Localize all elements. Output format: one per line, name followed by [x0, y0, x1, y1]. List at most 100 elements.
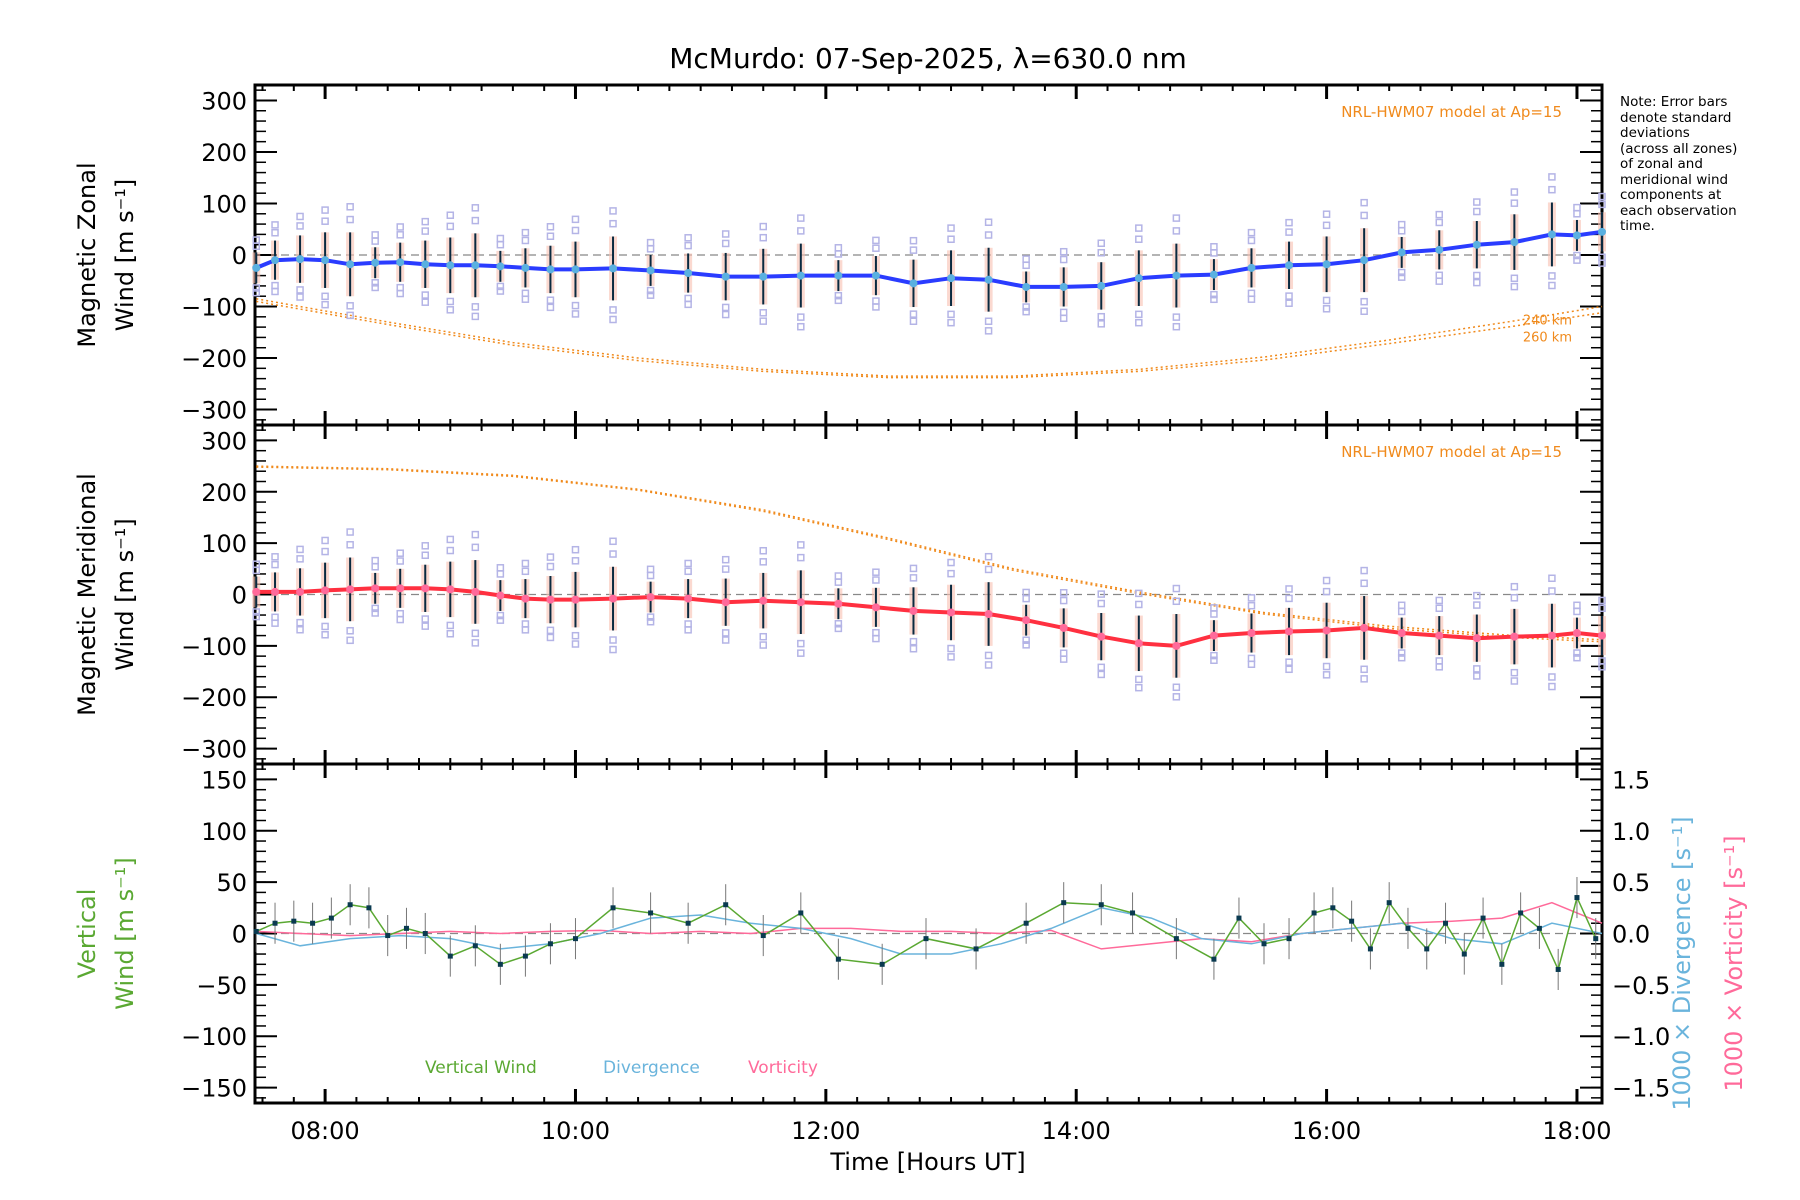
- vertical-wind-point: [547, 941, 553, 947]
- zone-point: [521, 289, 530, 298]
- zone-point: [296, 555, 304, 563]
- vertical-wind-point: [610, 905, 616, 911]
- wind-point: [1598, 227, 1606, 236]
- wind-point: [1322, 626, 1331, 635]
- x-axis-label: Time [Hours UT]: [829, 1148, 1025, 1176]
- zone-point: [872, 303, 880, 311]
- zone-point: [1135, 675, 1143, 684]
- zone-point: [646, 617, 655, 626]
- vertical-wind-point: [1405, 925, 1411, 931]
- zone-point: [759, 546, 768, 555]
- zone-point: [421, 542, 430, 550]
- wind-point: [1172, 271, 1181, 280]
- vertical-wind-point: [923, 936, 929, 942]
- vertical-wind-point: [1130, 910, 1136, 916]
- wind-point: [471, 261, 480, 270]
- wind-point: [1435, 245, 1444, 254]
- wind-point: [1397, 248, 1406, 257]
- zone-point: [797, 227, 805, 235]
- note-line: of zonal and: [1620, 156, 1703, 172]
- y-tick-label: 100: [201, 190, 247, 218]
- wind-point: [446, 585, 455, 594]
- zone-point: [872, 628, 880, 637]
- zone-point: [1059, 255, 1068, 264]
- zone-point: [1285, 228, 1293, 236]
- zone-point: [684, 241, 692, 250]
- zone-point: [321, 206, 329, 214]
- vertical-wind-point: [1518, 910, 1524, 916]
- zone-point: [546, 223, 555, 231]
- vertical-wind-point: [347, 902, 353, 908]
- vertical-wind-point: [648, 910, 654, 916]
- vertical-wind-point: [1461, 951, 1467, 957]
- y-tick-label: 100: [201, 530, 247, 558]
- zone-point: [1573, 649, 1581, 657]
- zone-point: [496, 616, 505, 624]
- zone-point: [1210, 604, 1218, 612]
- zone-point: [546, 633, 555, 642]
- zone-point: [1473, 591, 1481, 600]
- vertical-wind-point: [253, 928, 259, 934]
- zone-point: [571, 557, 580, 565]
- zone-point: [421, 217, 430, 226]
- zone-point: [1172, 597, 1181, 606]
- zone-point: [446, 222, 455, 231]
- zone-point: [684, 300, 692, 309]
- zone-point: [252, 612, 261, 621]
- zone-point: [346, 311, 354, 320]
- zone-point: [1059, 596, 1068, 605]
- zone-point: [396, 289, 404, 298]
- note-line: meridional wind: [1620, 171, 1729, 188]
- zone-point: [1435, 218, 1444, 227]
- wind-point: [796, 598, 805, 607]
- zone-point: [1360, 675, 1368, 683]
- legend-item: Divergence: [603, 1058, 700, 1078]
- wind-point: [796, 271, 805, 280]
- zone-point: [1510, 594, 1519, 602]
- zone-point: [321, 292, 329, 301]
- zone-point: [252, 284, 261, 292]
- zone-point: [947, 224, 955, 232]
- zone-point: [1022, 307, 1030, 316]
- vertical-wind-point: [447, 953, 453, 959]
- zone-point: [1022, 636, 1030, 644]
- wind-point: [421, 584, 430, 593]
- zone-point: [346, 636, 354, 645]
- zone-point: [1135, 589, 1143, 598]
- zone-point: [759, 632, 768, 641]
- wind-point: [1472, 634, 1481, 643]
- zone-point: [346, 203, 354, 211]
- zone-point: [321, 217, 329, 225]
- zone-point: [1360, 211, 1368, 220]
- zone-point: [1360, 307, 1368, 316]
- zone-point: [471, 639, 480, 647]
- zone-point: [321, 536, 329, 545]
- wind-point: [684, 269, 693, 278]
- zone-point: [721, 636, 730, 644]
- zone-point: [546, 562, 555, 571]
- zone-point: [396, 609, 404, 618]
- wind-point: [1360, 256, 1369, 265]
- zone-point: [1510, 282, 1519, 291]
- zone-point: [984, 651, 993, 660]
- zone-point: [1510, 677, 1519, 685]
- zone-point: [1210, 610, 1218, 618]
- zone-point: [759, 558, 768, 566]
- y-tick-label: −50: [196, 972, 247, 1000]
- wind-point: [684, 594, 693, 603]
- wind-point: [571, 595, 580, 604]
- y-tick-label: −300: [181, 397, 247, 425]
- model-altitude-label: 260 km: [1523, 331, 1572, 346]
- wind-line: [256, 586, 1603, 648]
- zone-point: [496, 564, 505, 572]
- zone-point: [1135, 224, 1143, 232]
- wind-point: [947, 274, 956, 283]
- zone-point: [296, 618, 304, 627]
- zone-point: [1473, 207, 1481, 216]
- note-line: deviations: [1620, 125, 1690, 141]
- zone-point: [1322, 671, 1331, 679]
- zone-point: [271, 613, 279, 622]
- wind-point: [1097, 281, 1106, 290]
- zone-point: [1360, 297, 1368, 306]
- zone-point: [471, 530, 480, 539]
